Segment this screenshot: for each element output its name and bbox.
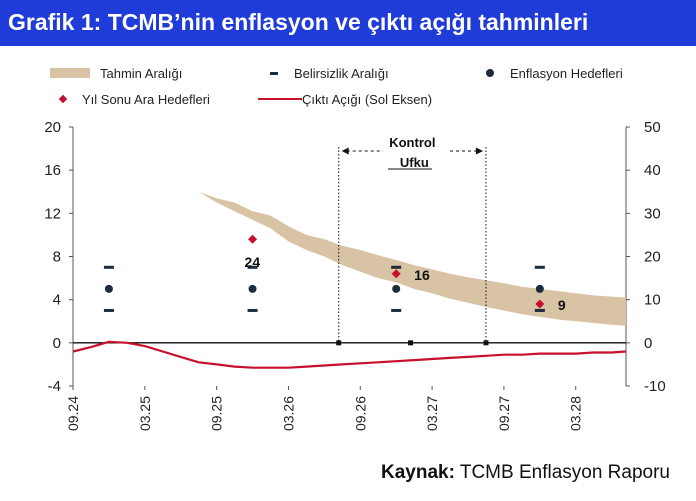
x-tick-label: 03.27 [424, 396, 440, 431]
uncertainty-low-dash [103, 308, 114, 312]
inflation-target-dot [392, 284, 401, 293]
left-tick-label: 4 [53, 292, 61, 309]
interim-target-label: 16 [414, 267, 430, 283]
x-tick-label: 09.27 [496, 396, 512, 431]
left-tick-label: -4 [48, 378, 61, 395]
legend-item-band: Tahmin Aralığı [50, 64, 182, 82]
right-tick-label: 10 [644, 292, 661, 309]
x-tick-label: 09.25 [209, 396, 225, 431]
uncertainty-high-dash [247, 265, 258, 269]
chart-title: Grafik 1: TCMB’nin enflasyon ve çıktı aç… [8, 9, 589, 35]
legend-label-uncertainty: Belirsizlik Aralığı [294, 65, 389, 81]
x-tick-label: 09.26 [352, 396, 368, 431]
right-tick-label: 40 [644, 162, 661, 179]
x-tick-label: 03.26 [280, 396, 296, 431]
interim-target-label: 24 [245, 254, 261, 270]
source-line: Kaynak: TCMB Enflasyon Raporu [381, 462, 670, 484]
control-horizon-label-2: Ufku [400, 155, 429, 170]
legend-label-targets: Enflasyon Hedefleri [510, 65, 623, 81]
source-text: TCMB Enflasyon Raporu [459, 462, 670, 483]
x-tick-label: 09.24 [65, 396, 81, 431]
inflation-target-dot [535, 284, 544, 293]
right-tick-label: 20 [644, 249, 661, 266]
uncertainty-high-dash [391, 265, 402, 269]
left-tick-label: 16 [44, 162, 61, 179]
right-tick-label: -10 [644, 378, 666, 395]
uncertainty-low-dash [247, 308, 258, 312]
legend-label-interim: Yıl Sonu Ara Hedefleri [82, 91, 210, 107]
forecast-band-area [73, 129, 626, 326]
interim-target-label: 9 [558, 297, 566, 313]
right-tick-label: 30 [644, 205, 661, 222]
legend-item-interim: Yıl Sonu Ara Hedefleri [50, 90, 210, 108]
baseline-marker [336, 340, 342, 346]
control-horizon-label-1: Kontrol [389, 135, 435, 150]
control-horizon-right-arrowhead [475, 147, 483, 155]
legend-label-gap: Çıktı Açığı (Sol Eksen) [302, 91, 433, 107]
left-tick-label: 20 [44, 119, 61, 136]
band-swatch [50, 68, 90, 78]
baseline-marker [483, 340, 489, 346]
x-tick-label: 03.28 [568, 396, 584, 431]
control-horizon-left-arrowhead [341, 147, 349, 155]
inflation-target-dot [104, 284, 113, 293]
left-tick-label: 12 [44, 205, 61, 222]
x-tick-label: 03.25 [137, 396, 153, 431]
legend-item-targets: Enflasyon Hedefleri [476, 64, 623, 82]
legend: Tahmin Aralığı Belirsizlik Aralığı Enfla… [0, 60, 696, 112]
baseline-marker [408, 340, 414, 346]
title-bar: Grafik 1: TCMB’nin enflasyon ve çıktı aç… [0, 0, 696, 46]
legend-item-uncertainty: Belirsizlik Aralığı [260, 64, 389, 82]
left-tick-label: 8 [53, 249, 61, 266]
interim-target-diamond [248, 234, 258, 244]
uncertainty-low-dash [391, 308, 402, 312]
left-tick-label: 0 [53, 335, 61, 352]
source-label: Kaynak: [380, 462, 455, 483]
legend-label-band: Tahmin Aralığı [100, 65, 183, 81]
right-tick-label: 0 [644, 335, 652, 352]
uncertainty-low-dash [534, 308, 545, 312]
chart-plot: -4 0 4 8 12 16 20 -10 0 10 20 30 40 50 09.24 03.25 09.25… [44, 119, 666, 431]
output-gap-line [72, 340, 627, 369]
line-swatch [258, 98, 302, 100]
dash-swatch [270, 71, 278, 75]
inflation-target-dot [248, 284, 257, 293]
legend-item-gap: Çıktı Açığı (Sol Eksen) [258, 90, 432, 108]
right-tick-label: 50 [644, 119, 661, 136]
uncertainty-high-dash [103, 265, 114, 269]
uncertainty-high-dash [534, 265, 545, 269]
diamond-swatch [58, 94, 68, 104]
dot-swatch [486, 69, 494, 77]
